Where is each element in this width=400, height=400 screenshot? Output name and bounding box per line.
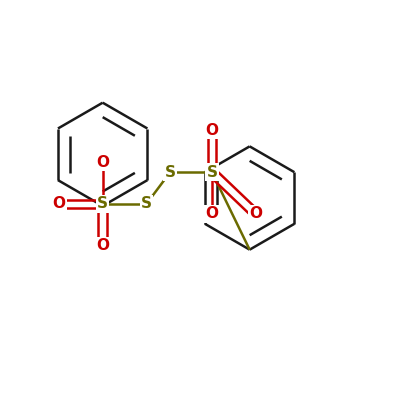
Text: O: O — [52, 196, 66, 212]
Text: O: O — [249, 206, 262, 222]
Text: O: O — [206, 123, 218, 138]
Text: S: S — [165, 165, 176, 180]
Text: S: S — [141, 196, 152, 212]
Text: O: O — [206, 206, 218, 222]
Text: S: S — [97, 196, 108, 212]
Text: O: O — [96, 155, 109, 170]
Text: S: S — [206, 165, 218, 180]
Text: O: O — [96, 238, 109, 253]
